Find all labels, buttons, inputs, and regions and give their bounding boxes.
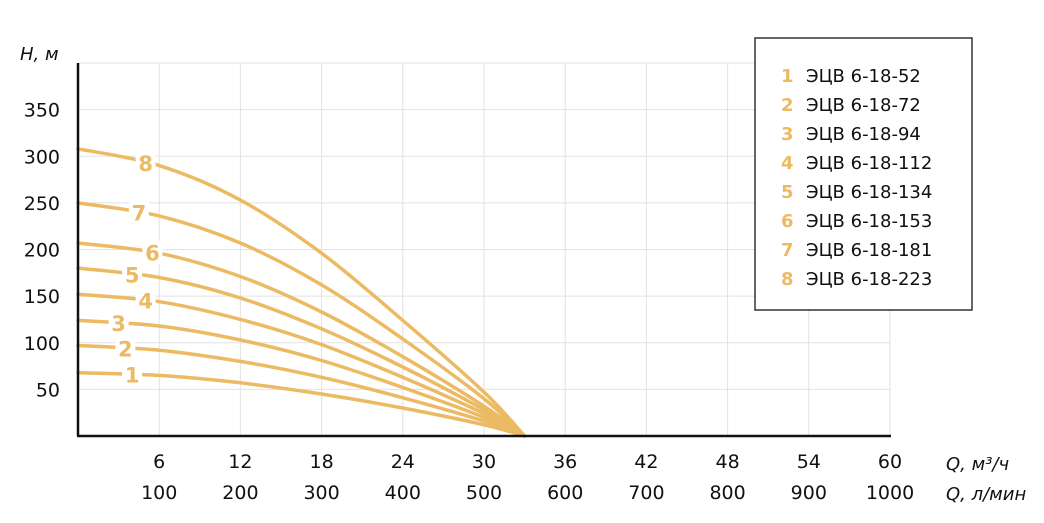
curve-label-5: 5 xyxy=(125,263,140,287)
legend-number-5: 5 xyxy=(781,182,794,203)
y-tick-label-3: 200 xyxy=(24,240,60,262)
legend-label-7: ЭЦВ 6-18-181 xyxy=(806,240,932,261)
x-tick-label-8: 54 xyxy=(797,451,821,473)
y-tick-label-0: 50 xyxy=(36,379,60,401)
curve-label-bg-7 xyxy=(128,200,149,225)
x-tick-label-5: 36 xyxy=(553,451,577,473)
curve-label-bg-3 xyxy=(108,311,129,336)
curve-5 xyxy=(76,266,527,438)
legend-number-7: 7 xyxy=(781,240,794,261)
x-tick-label-2: 18 xyxy=(310,451,334,473)
curve-1 xyxy=(76,370,527,438)
x2-tick-label-3: 400 xyxy=(385,482,421,504)
y-tick-label-2: 150 xyxy=(24,286,60,308)
legend-label-5: ЭЦВ 6-18-134 xyxy=(806,182,932,203)
legend-number-1: 1 xyxy=(781,66,794,87)
curve-7 xyxy=(76,201,527,438)
y-tick-labels: 50 100 150 200 250 300 350 xyxy=(24,100,60,402)
x2-tick-label-1: 200 xyxy=(222,482,258,504)
curve-label-bg-1 xyxy=(122,362,143,387)
x-tick-label-0: 6 xyxy=(153,451,165,473)
legend-number-6: 6 xyxy=(781,211,794,232)
axes xyxy=(76,63,891,438)
legend-label-2: ЭЦВ 6-18-72 xyxy=(806,95,921,116)
curve-label-4: 4 xyxy=(138,289,153,313)
curve-label-bg-4 xyxy=(135,288,156,313)
x-tick-label-1: 12 xyxy=(228,451,252,473)
x2-axis-title: Q, л/мин xyxy=(946,484,1026,505)
x2-tick-label-0: 100 xyxy=(141,482,177,504)
curve-label-bg-6 xyxy=(142,240,163,265)
curve-label-8: 8 xyxy=(138,152,153,176)
legend-number-4: 4 xyxy=(781,153,794,174)
x-tick-labels: 6 12 18 24 30 36 42 48 54 60 xyxy=(153,451,902,473)
x-tick-label-7: 48 xyxy=(716,451,740,473)
x-tick-label-6: 42 xyxy=(634,451,658,473)
curve-label-7: 7 xyxy=(132,202,147,226)
x2-tick-label-4: 500 xyxy=(466,482,502,504)
y-tick-label-1: 100 xyxy=(24,333,60,355)
legend-box xyxy=(754,37,973,311)
x2-tick-label-2: 300 xyxy=(303,482,339,504)
x-tick-label-4: 30 xyxy=(472,451,496,473)
curve-3 xyxy=(76,318,527,438)
y-tick-label-5: 300 xyxy=(24,146,60,168)
curve-label-bg-5 xyxy=(122,262,143,287)
x-tick-label-9: 60 xyxy=(878,451,902,473)
legend-label-6: ЭЦВ 6-18-153 xyxy=(806,211,932,232)
y-tick-label-6: 350 xyxy=(24,100,60,122)
curve-label-bg-2 xyxy=(115,336,136,361)
curve-label-2: 2 xyxy=(118,337,133,361)
curve-8 xyxy=(76,147,527,438)
x2-tick-label-5: 600 xyxy=(547,482,583,504)
x-axis-title: Q, м³/ч xyxy=(946,454,1009,475)
legend-number-8: 8 xyxy=(781,269,794,290)
x2-tick-label-8: 900 xyxy=(791,482,827,504)
curve-label-bg-8 xyxy=(135,150,156,175)
curve-4 xyxy=(76,292,527,438)
legend-label-3: ЭЦВ 6-18-94 xyxy=(806,124,921,145)
y-axis-title: H, м xyxy=(20,44,59,65)
curve-2 xyxy=(76,343,527,438)
curve-label-6: 6 xyxy=(145,241,160,265)
legend-label-4: ЭЦВ 6-18-112 xyxy=(806,153,932,174)
y-tick-label-4: 250 xyxy=(24,193,60,215)
legend-number-3: 3 xyxy=(781,124,794,145)
x2-tick-label-9: 1000 xyxy=(866,482,914,504)
x-tick-label-3: 24 xyxy=(391,451,415,473)
x2-tick-label-6: 700 xyxy=(628,482,664,504)
x2-tick-labels: 100 200 300 400 500 600 700 800 900 1000 xyxy=(141,482,914,504)
legend-number-2: 2 xyxy=(781,95,794,116)
legend: 1 ЭЦВ 6-18-52 2 ЭЦВ 6-18-72 3 ЭЦВ 6-18-94 4 ЭЦВ… xyxy=(754,37,973,311)
legend-label-1: ЭЦВ 6-18-52 xyxy=(806,66,921,87)
x2-tick-label-7: 800 xyxy=(709,482,745,504)
curve-label-3: 3 xyxy=(111,312,126,336)
curve-label-1: 1 xyxy=(125,363,140,387)
legend-label-8: ЭЦВ 6-18-223 xyxy=(806,269,932,290)
